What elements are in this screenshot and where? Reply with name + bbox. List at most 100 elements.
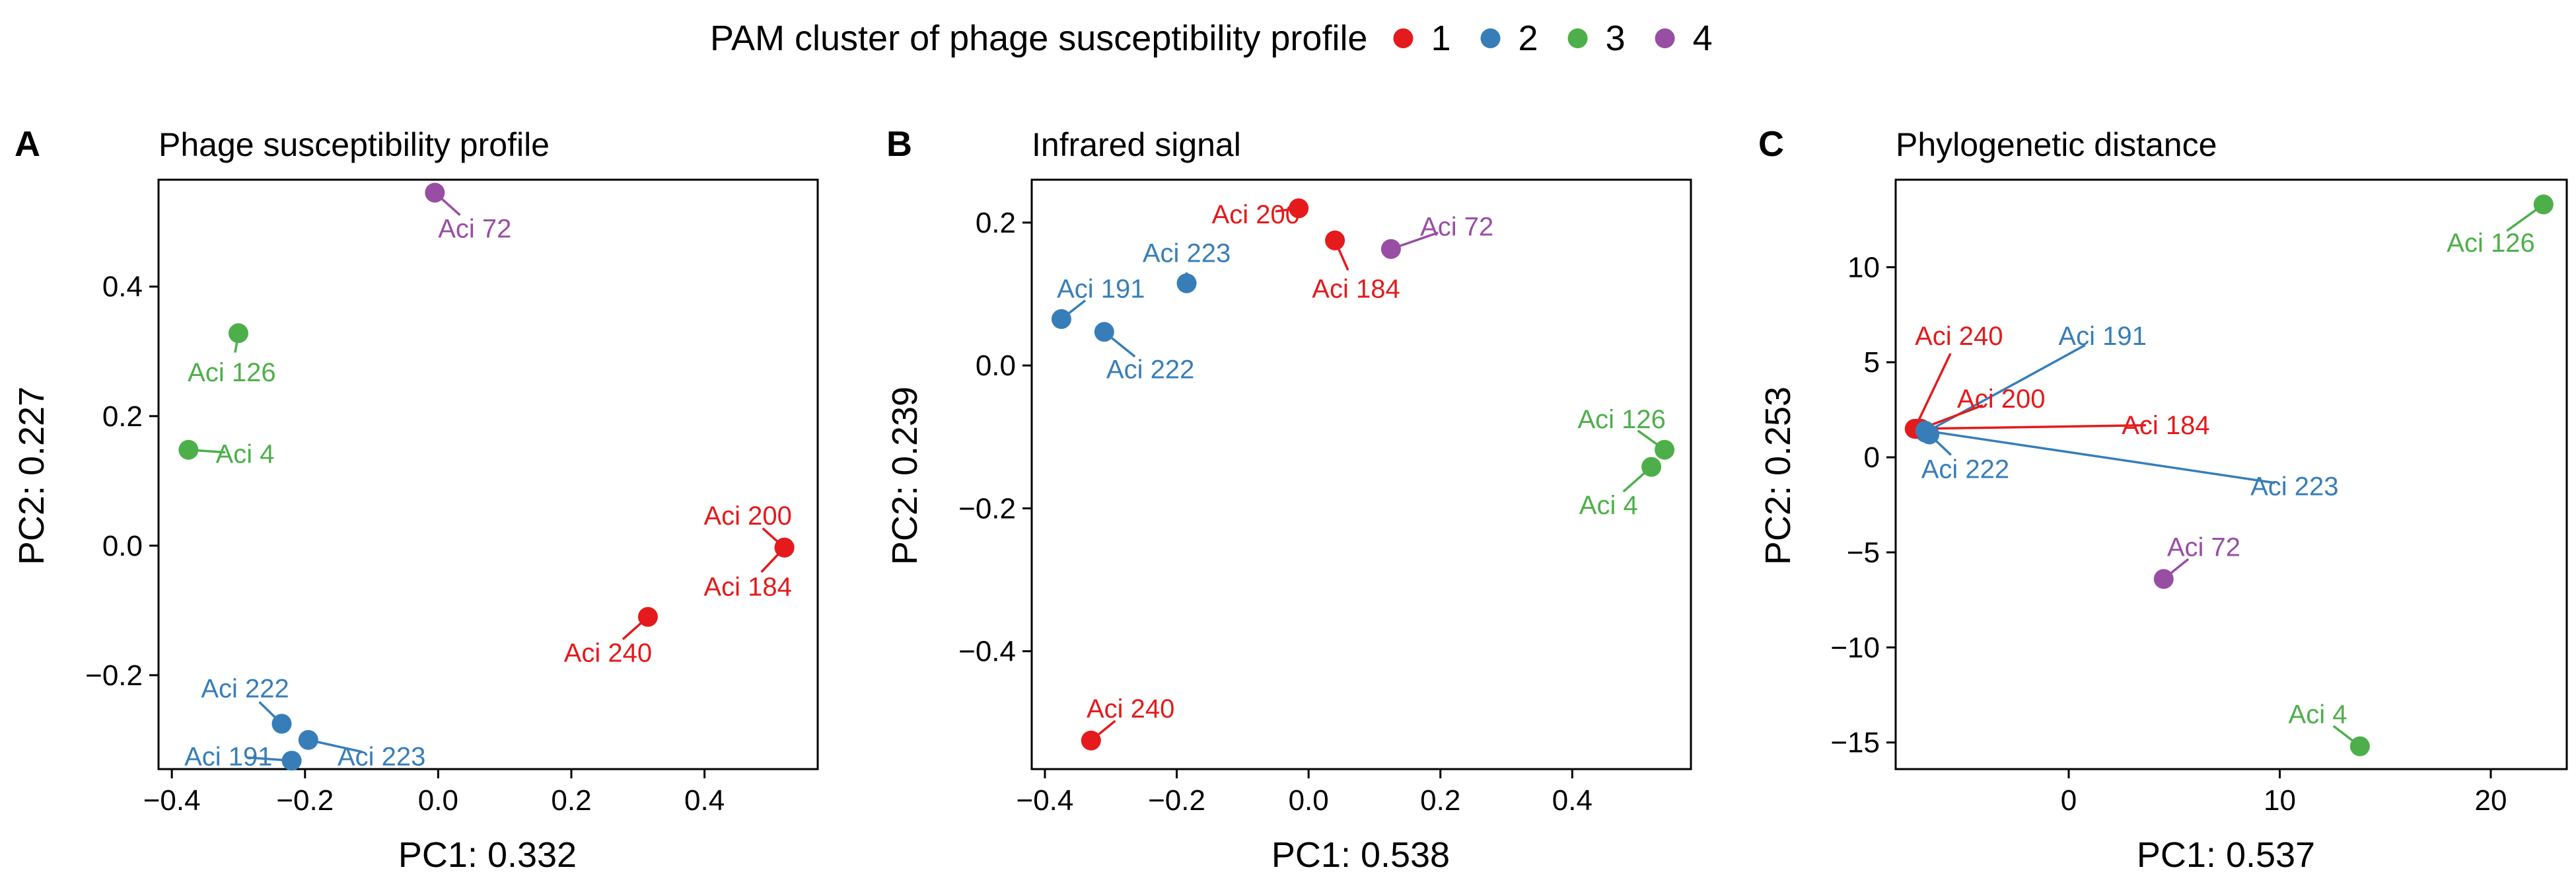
point-label-b: Aci 191 <box>1057 274 1145 303</box>
data-point-b <box>1177 274 1197 293</box>
y-tick-label-c: 0 <box>1864 441 1880 474</box>
point-label-a: Aci 191 <box>184 742 272 771</box>
point-label-a: Aci 222 <box>201 674 289 703</box>
panel-a: A Phage susceptibility profile PC1: 0.33… <box>12 124 818 875</box>
panel-letter-a: A <box>15 124 40 164</box>
point-label-c: Aci 223 <box>2250 472 2338 501</box>
x-tick-label-a: 0.2 <box>551 784 591 817</box>
legend-label-4: 4 <box>1693 19 1713 58</box>
panel-c: C Phylogenetic distance PC1: 0.537 PC2: … <box>1758 124 2567 875</box>
data-point-a <box>638 607 658 627</box>
point-label-b: Aci 240 <box>1087 694 1174 724</box>
data-point-c <box>2350 736 2370 756</box>
point-label-b: Aci 223 <box>1143 239 1231 268</box>
point-label-c: Aci 222 <box>1921 455 2009 484</box>
point-label-a: Aci 4 <box>216 440 275 469</box>
plot-frame-b <box>1032 180 1691 769</box>
data-point-a <box>178 440 198 460</box>
point-label-a: Aci 223 <box>338 742 425 771</box>
point-label-b: Aci 222 <box>1106 355 1194 385</box>
data-point-b <box>1094 322 1114 342</box>
legend-marker-4 <box>1655 28 1675 48</box>
y-tick-label-a: 0.4 <box>102 271 143 303</box>
leader-line-c <box>1917 426 2146 429</box>
x-tick-label-c: 0 <box>2061 784 2077 817</box>
point-label-b: Aci 4 <box>1579 491 1638 520</box>
legend-marker-3 <box>1568 28 1588 48</box>
y-tick-label-c: −10 <box>1830 632 1880 664</box>
x-tick-label-c: 20 <box>2475 784 2507 817</box>
point-label-c: Aci 200 <box>1957 385 2045 414</box>
y-axis-label-b: PC2: 0.239 <box>885 387 925 565</box>
legend-label-1: 1 <box>1431 19 1450 58</box>
data-point-a <box>425 183 445 203</box>
legend-title: PAM cluster of phage susceptibility prof… <box>710 19 1367 58</box>
y-tick-label-a: 0.2 <box>102 400 143 433</box>
data-point-c <box>1915 421 1935 441</box>
x-tick-label-a: −0.2 <box>276 784 334 817</box>
point-label-b: Aci 200 <box>1212 200 1300 229</box>
y-tick-label-b: 0.0 <box>976 350 1016 382</box>
y-tick-label-c: 5 <box>1864 346 1880 379</box>
data-point-c <box>2154 569 2174 589</box>
panel-title-c: Phylogenetic distance <box>1896 126 2217 163</box>
data-point-a <box>775 538 795 558</box>
data-point-b <box>1325 231 1345 250</box>
data-point-a <box>299 730 318 750</box>
point-label-c: Aci 126 <box>2447 229 2534 258</box>
x-tick-label-a: −0.4 <box>143 784 201 817</box>
x-axis-label-a: PC1: 0.332 <box>398 835 577 875</box>
x-tick-label-a: 0.0 <box>418 784 458 817</box>
x-tick-label-b: 0.0 <box>1289 784 1329 817</box>
point-label-c: Aci 72 <box>2167 533 2240 562</box>
point-labels-a: Aci 72 Aci 126 Aci 4 Aci 200 Aci 184 Aci 240 A… <box>184 215 792 772</box>
point-label-c: Aci 4 <box>2289 700 2347 729</box>
legend-items: 1 2 3 4 <box>1393 19 1712 58</box>
panel-letter-b: B <box>886 124 912 164</box>
legend-label-3: 3 <box>1606 19 1626 58</box>
y-tick-label-a: 0.0 <box>102 530 143 562</box>
panel-b: B Infrared signal PC1: 0.538 PC2: 0.239 … <box>885 124 1691 875</box>
legend: PAM cluster of phage susceptibility prof… <box>710 19 1713 58</box>
data-point-a <box>271 714 291 733</box>
x-tick-label-b: 0.4 <box>1552 784 1592 817</box>
x-tick-label-b: −0.2 <box>1148 784 1205 817</box>
y-tick-label-b: −0.2 <box>958 492 1016 525</box>
panel-title-b: Infrared signal <box>1032 126 1241 163</box>
point-label-a: Aci 72 <box>438 215 511 244</box>
point-label-b: Aci 184 <box>1312 274 1400 303</box>
x-tick-label-b: 0.2 <box>1420 784 1460 817</box>
data-point-a <box>229 323 248 343</box>
panel-title-a: Phage susceptibility profile <box>159 126 550 163</box>
point-label-c: Aci 191 <box>2058 322 2146 351</box>
point-label-a: Aci 126 <box>188 358 275 387</box>
y-tick-label-b: 0.2 <box>976 207 1016 239</box>
y-tick-label-c: −15 <box>1830 727 1880 759</box>
y-axis-label-a: PC2: 0.227 <box>12 387 52 565</box>
y-tick-label-a: −0.2 <box>85 659 143 692</box>
point-label-b: Aci 126 <box>1577 405 1665 434</box>
legend-label-2: 2 <box>1519 19 1538 58</box>
data-point-b <box>1081 731 1101 751</box>
data-point-c <box>2534 194 2554 214</box>
data-point-b <box>1381 239 1401 259</box>
x-axis-label-c: PC1: 0.537 <box>2137 835 2315 875</box>
data-point-b <box>1655 440 1674 460</box>
point-label-a: Aci 184 <box>703 573 791 602</box>
leader-line-c <box>1915 353 1950 429</box>
point-label-a: Aci 240 <box>564 639 652 668</box>
y-axis-label-c: PC2: 0.253 <box>1758 387 1798 565</box>
legend-marker-1 <box>1393 28 1413 48</box>
point-labels-c: Aci 126 Aci 240 Aci 191 Aci 200 Aci 184 Aci 2… <box>1915 229 2535 729</box>
data-point-a <box>282 751 302 770</box>
y-tick-label-b: −0.4 <box>958 636 1016 668</box>
point-label-b: Aci 72 <box>1420 212 1493 241</box>
x-tick-label-b: −0.4 <box>1017 784 1074 817</box>
data-point-b <box>1641 457 1661 477</box>
point-labels-b: Aci 200 Aci 184 Aci 72 Aci 223 Aci 191 Aci 22… <box>1057 200 1666 724</box>
point-label-c: Aci 184 <box>2122 411 2209 440</box>
data-point-b <box>1052 309 1071 329</box>
x-tick-label-a: 0.4 <box>684 784 725 817</box>
y-tick-label-c: 10 <box>1847 251 1880 283</box>
